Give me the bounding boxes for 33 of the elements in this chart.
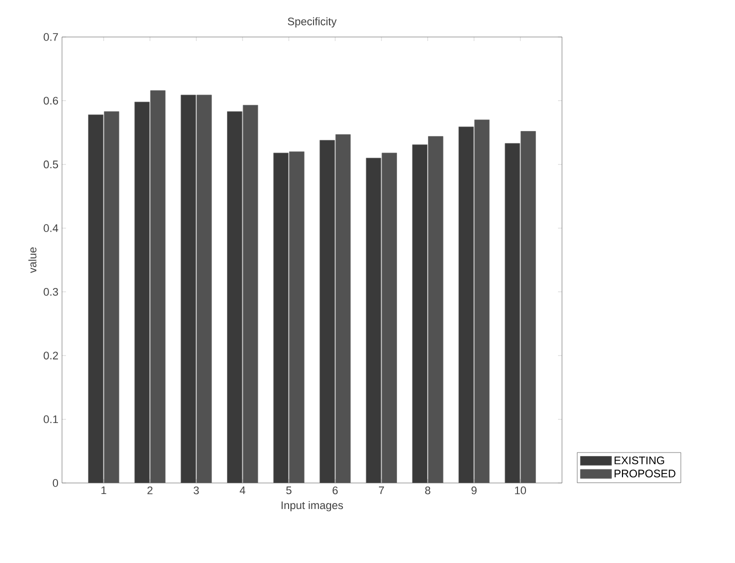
legend-label: EXISTING — [614, 456, 664, 464]
y-tick-label: 0.2 — [44, 352, 58, 360]
y-tick-label: 0.6 — [44, 96, 58, 105]
y-axis-title: value — [28, 247, 36, 274]
x-tick-label: 6 — [332, 486, 338, 494]
x-tick-label: 10 — [515, 486, 526, 494]
x-tick-label: 8 — [425, 486, 430, 494]
x-axis-title: Input images — [282, 501, 343, 512]
bar — [458, 126, 474, 483]
x-tick-label: 9 — [472, 486, 477, 494]
bar — [134, 102, 150, 483]
bar — [180, 94, 196, 483]
y-tick-label: 0.3 — [44, 288, 58, 296]
x-tick-label: 1 — [101, 486, 106, 494]
bar — [88, 114, 104, 483]
y-tick-label: 0 — [52, 479, 58, 487]
chart-title: Specificity — [288, 17, 337, 28]
bar — [412, 144, 428, 483]
bar — [504, 143, 520, 483]
y-tick-label: 0.1 — [44, 415, 58, 424]
legend-label: PROPOSED — [614, 470, 676, 478]
y-tick-label: 0.4 — [44, 224, 58, 232]
x-tick-label: 4 — [240, 486, 246, 494]
bar — [273, 152, 289, 483]
y-tick-label: 0.5 — [44, 160, 58, 168]
x-tick-label: 3 — [194, 486, 199, 494]
x-tick-label: 7 — [378, 486, 384, 494]
x-tick-label: 2 — [147, 486, 152, 494]
y-tick-label: 0.7 — [44, 33, 58, 41]
bar — [227, 111, 242, 483]
bar — [366, 158, 382, 483]
bar — [320, 140, 335, 483]
x-tick-label: 5 — [286, 486, 292, 494]
